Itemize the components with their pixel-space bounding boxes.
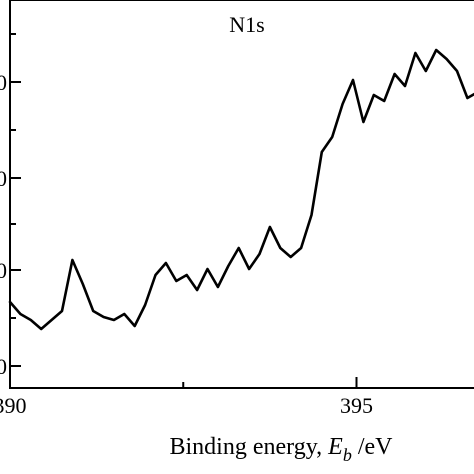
- y-tick-label: 0: [0, 354, 7, 379]
- y-tick-label: 0: [0, 166, 7, 191]
- plot-frame: [9, 0, 474, 389]
- x-axis-title-symbol: E: [327, 434, 343, 460]
- peak-annotation: N1s: [229, 12, 264, 37]
- y-axis: 0 0 0 0: [0, 33, 21, 379]
- series-line: [8, 48, 474, 331]
- x-axis-title-subscript: b: [343, 445, 352, 465]
- x-axis: 390395400: [0, 377, 373, 418]
- x-axis-title-prefix: Binding energy,: [170, 434, 329, 460]
- x-tick-label: 395: [340, 393, 373, 418]
- x-axis-title-suffix: /eV: [352, 434, 393, 460]
- x-tick-label: 390: [0, 393, 27, 418]
- x-axis-title: Binding energy, Eb /eV: [170, 434, 394, 465]
- y-tick-label: 0: [0, 70, 7, 95]
- y-tick-label: 0: [0, 258, 7, 283]
